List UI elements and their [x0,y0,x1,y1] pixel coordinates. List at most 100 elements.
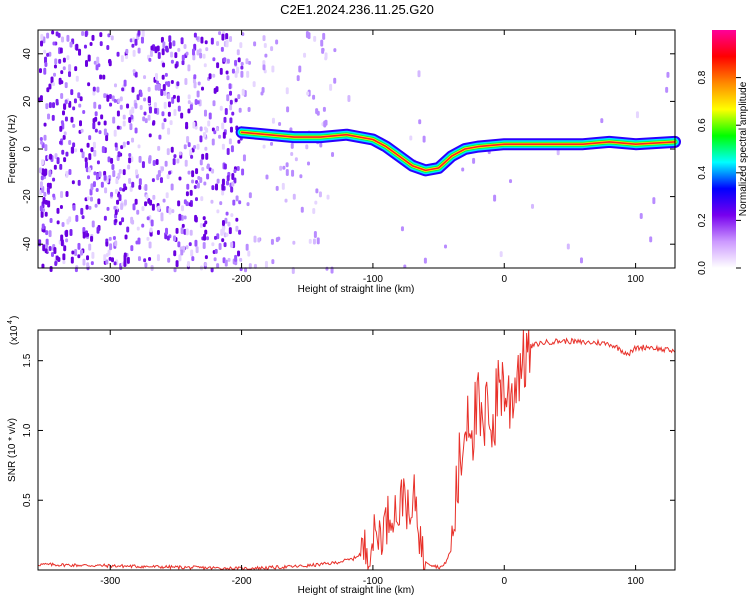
spectrogram-cell [81,151,85,159]
spectrogram-cell [253,41,257,47]
spectrogram-cell [112,116,116,124]
spectrogram-cell [105,241,109,247]
spectrogram-cell [216,62,220,69]
spectrogram-cell [152,120,156,126]
spectrogram-cell [153,102,157,109]
spectrogram-cell [204,40,208,45]
spectrogram-cell [138,155,142,163]
spectrogram-cell [191,48,195,56]
spectrogram-cell [300,206,304,213]
spectrogram-cell [205,47,209,52]
spectrogram-cell [187,64,191,72]
spectrogram-cell [167,111,171,117]
spectrogram-cell [221,219,225,226]
spectrogram-cell [123,252,127,258]
spectrogram-cell [190,249,194,257]
spectrogram-cell [188,202,192,207]
spectrogram-cell [234,59,238,66]
spectrogram-cell [423,257,427,264]
spectrogram-cell [232,199,236,206]
spectrogram-cell [171,209,175,214]
spectrogram-cell [44,144,48,152]
spectrogram-cell [86,262,90,268]
spectrogram-cell [472,157,476,164]
spectrogram-cell [228,138,232,145]
spectrogram-cell [224,259,228,267]
spectrogram-cell [137,144,141,149]
spectrogram-cell [193,144,197,149]
spectrogram-cell [78,48,82,56]
spectrogram-cell [44,248,48,254]
spectrogram-cell [314,200,318,205]
spectrogram-cell [181,223,185,228]
x-tick-label: -200 [232,576,252,587]
spectrogram-cell [347,95,351,103]
spectrogram-cell [183,215,187,220]
spectrogram-cell [244,267,248,273]
spectrogram-cell [164,160,168,167]
spectrogram-cell [199,126,203,132]
spectrogram-cell [170,59,174,64]
spectrogram-cell [46,52,50,57]
spectrogram-cell [146,236,150,241]
spectrogram-cell [99,41,103,47]
spectrogram-cell [118,221,122,226]
spectrogram-cell [88,243,92,251]
spectrogram-cell [138,184,142,190]
spectrogram-cell [226,75,230,81]
spectrogram-cell [229,90,233,96]
spectrogram-cell [188,242,192,247]
spectrogram-cell [216,40,220,46]
snr-line [37,329,676,571]
spectrogram-cell [103,215,107,221]
spectrogram-cell [68,216,72,223]
spectrogram-cell [223,163,227,170]
spectrogram-cell [221,33,225,41]
spectrogram-cell [194,216,198,223]
spectrogram-cell [194,239,198,247]
spectrogram-cell [117,172,121,179]
y-tick-label: -20 [22,189,33,204]
spectrogram-cell [186,136,190,144]
spectrogram-cell [111,163,115,170]
spectrogram-cell [165,45,169,52]
spectrogram-cell [110,257,114,263]
spectrogram-cell [239,257,243,262]
spectrogram-cell [165,227,169,235]
spectrogram-cell [128,152,132,157]
spectrogram-y-axis-label: Frequency (Hz) [7,115,18,184]
spectrogram-cell [128,157,132,164]
spectrogram-cell [189,229,193,236]
spectrogram-cell [207,120,211,127]
spectrogram-cell [40,210,44,218]
spectrogram-cell [493,194,497,202]
spectrogram-cell [186,260,190,267]
spectrogram-cell [69,41,73,48]
spectrogram-cell [161,111,165,117]
spectrogram-cell [139,105,143,111]
spectrogram-cell [291,266,295,274]
spectrogram-cell [100,181,104,188]
spectrogram-cell [68,139,72,145]
spectrogram-cell [316,110,320,116]
spectrogram-cell [43,191,47,197]
spectrogram-cell [136,209,140,215]
spectrogram-cell [59,125,63,132]
spectrogram-cell [160,36,164,43]
spectrogram-cell [299,174,303,179]
spectrogram-cell [202,223,206,228]
spectrogram-cell [666,71,670,78]
snr-multiplier-exp: 4 [7,320,14,324]
spectrogram-cell [185,228,189,236]
spectrogram-cell [148,155,152,162]
spectrogram-cell [187,108,191,114]
spectrogram-cell [125,48,129,54]
spectrogram-cell [665,86,669,93]
spectrogram-cell [66,34,70,42]
spectrogram-cell [224,108,228,116]
signal-trace-band [240,131,676,172]
spectrogram-cell [74,148,78,153]
y-tick-label: 0.5 [22,493,33,507]
spectrogram-cell [123,79,127,87]
